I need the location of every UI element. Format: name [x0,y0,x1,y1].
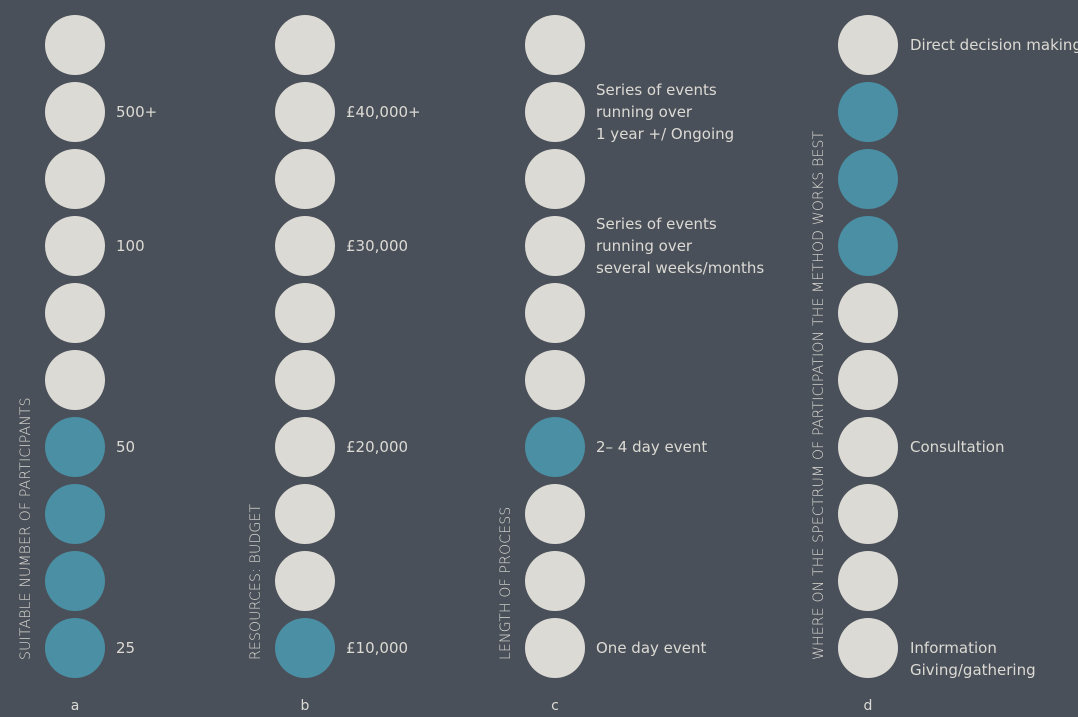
dot-label-line: several weeks/months [596,259,765,277]
dot-label: Series of events running over several week… [596,213,764,279]
dot-label: 500+ [116,101,157,123]
dot-inactive [45,149,105,209]
dot-label-line: Consultation [910,438,1005,456]
dot-inactive [838,283,898,343]
dot-label: 25 [116,637,135,659]
dot-label: One day event [596,637,706,659]
dot-label-line: £40,000+ [346,103,421,121]
dot-inactive [45,216,105,276]
dot-active [45,618,105,678]
dot-inactive [275,417,335,477]
dot-label: 50 [116,436,135,458]
dot-label: Consultation [910,436,1004,458]
dot-active [275,618,335,678]
column-footer-letter: a [70,698,80,714]
dot-inactive [275,216,335,276]
dot-active [45,551,105,611]
dot-active [838,82,898,142]
dot-inactive [275,82,335,142]
dot-label-line: Information [910,639,997,657]
dot-label: Direct decision making [910,34,1078,56]
dot-label-line: £30,000 [346,237,409,255]
dot-inactive [45,350,105,410]
column-footer-letter: c [551,698,559,714]
dot-inactive [525,350,585,410]
dot-label: £20,000 [346,436,408,458]
dot-inactive [275,15,335,75]
dot-active [45,484,105,544]
dot-label-line: £10,000 [346,639,409,657]
dot-label: £30,000 [346,235,408,257]
dot-inactive [838,484,898,544]
dot-inactive [838,551,898,611]
dot-label: £10,000 [346,637,408,659]
dot-label: £40,000+ [346,101,421,123]
dot-inactive [838,417,898,477]
dot-label-line: Direct decision making [910,36,1078,54]
dot-label: 2– 4 day event [596,436,707,458]
dot-label-line: 100 [116,237,145,255]
column-footer-letter: d [863,698,873,714]
dot-inactive [275,484,335,544]
dot-label-line: 25 [116,639,136,657]
dot-label-line: 500+ [116,103,158,121]
dot-label-line: running over [596,237,693,255]
dot-inactive [45,283,105,343]
dot-inactive [275,551,335,611]
dot-inactive [838,350,898,410]
dot-inactive [525,551,585,611]
dot-label-line: running over [596,103,693,121]
dot-label: Information Giving/gathering [910,637,1036,681]
dot-inactive [275,149,335,209]
dot-inactive [525,149,585,209]
dot-active [45,417,105,477]
dot-inactive [525,216,585,276]
dot-active [838,149,898,209]
dot-label-line: £20,000 [346,438,409,456]
dot-label-line: 50 [116,438,136,456]
dot-label-line: 1 year +/ Ongoing [596,125,735,143]
dot-inactive [45,15,105,75]
dot-active [838,216,898,276]
column-footer-letter: b [300,698,310,714]
dot-label-line: 2– 4 day event [596,438,708,456]
dot-label-line: Giving/gathering [910,661,1036,679]
dot-label-line: Series of events [596,215,717,233]
dot-inactive [525,82,585,142]
dot-inactive [838,618,898,678]
dot-inactive [525,484,585,544]
dot-inactive [275,283,335,343]
dot-inactive [275,350,335,410]
dot-inactive [525,618,585,678]
dot-inactive [45,82,105,142]
dot-label-line: Series of events [596,81,717,99]
dot-inactive [838,15,898,75]
dot-label-line: One day event [596,639,707,657]
dot-active [525,417,585,477]
dot-label: 100 [116,235,145,257]
dot-label: Series of events running over 1 year +/ On… [596,79,734,145]
dot-inactive [525,283,585,343]
dot-inactive [525,15,585,75]
column-title: WHERE ON THE SPECTRUM OF PARTICIPATION T… [811,130,827,660]
